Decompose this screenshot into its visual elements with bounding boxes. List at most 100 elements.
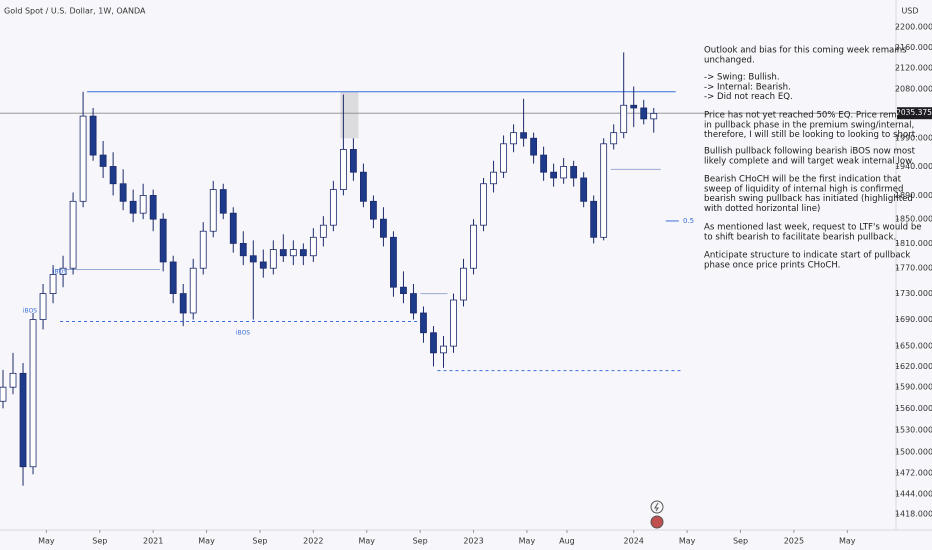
- x-tick-label: 2024: [624, 537, 644, 546]
- y-tick-label: 1418.000: [895, 510, 932, 519]
- x-tick-label: May: [839, 537, 856, 546]
- candle-body: [510, 132, 517, 145]
- candle-body: [39, 293, 47, 320]
- candle-body: [420, 312, 427, 334]
- note-line: As mentioned last week, request to LTF's…: [704, 223, 922, 233]
- candle: [410, 283, 417, 320]
- candle: [349, 138, 357, 181]
- candle-body: [119, 183, 127, 202]
- candle-body: [189, 267, 197, 314]
- note-line: likely complete and will target weak int…: [704, 156, 914, 166]
- note-line: Bearish CHoCH will be the first indicati…: [704, 175, 902, 185]
- candle: [560, 157, 568, 184]
- candle: [19, 363, 27, 486]
- x-tick-label: Sep: [413, 537, 428, 546]
- note-line: phase once price prints CHoCH.: [704, 260, 840, 270]
- candle-body: [159, 218, 167, 263]
- x-tick-label: 2021: [143, 537, 163, 546]
- candle-body: [329, 189, 337, 226]
- x-tick-label: 2023: [463, 537, 483, 546]
- x-tick-label: May: [198, 537, 215, 546]
- candle-body: [550, 171, 558, 179]
- chart-title: Gold Spot / U.S. Dollar, 1W, OANDA: [4, 7, 146, 16]
- candle-body: [640, 107, 648, 120]
- candle-body: [540, 154, 548, 173]
- candle-body: [249, 255, 257, 263]
- y-tick-label: 2120.000: [895, 64, 932, 73]
- candle: [159, 213, 167, 272]
- candle: [149, 189, 157, 232]
- y-tick-label: 1560.000: [895, 404, 932, 413]
- candle-body: [390, 236, 397, 288]
- note-line: bearish swing pullback has initiated (hi…: [704, 194, 913, 204]
- candle: [139, 183, 147, 220]
- candle: [650, 107, 658, 133]
- candle: [630, 86, 638, 128]
- candle: [370, 195, 377, 229]
- candle-body: [650, 113, 658, 120]
- candle-body: [59, 267, 67, 275]
- candle-body: [570, 166, 578, 179]
- candle-body: [199, 230, 207, 269]
- candle-body: [29, 319, 37, 468]
- candle: [580, 172, 588, 208]
- candle-body: [620, 104, 628, 134]
- y-tick-label: 1620.000: [895, 362, 932, 371]
- candle-body: [360, 171, 367, 202]
- candle-body: [129, 200, 137, 214]
- candle: [0, 369, 7, 409]
- candle: [49, 265, 57, 304]
- y-tick-label: 1650.000: [895, 342, 932, 351]
- y-tick-label: 1770.000: [895, 264, 932, 273]
- note-line: unchanged.: [704, 55, 755, 65]
- currency-label: USD: [901, 7, 918, 16]
- y-tick-label: 2160.000: [895, 43, 932, 52]
- candle: [299, 243, 307, 266]
- candle-body: [339, 149, 347, 190]
- candle-body: [530, 137, 537, 156]
- annotation: iBOS: [236, 330, 250, 337]
- candle: [189, 258, 197, 320]
- candle-body: [0, 386, 7, 402]
- annotation: iBOS: [53, 269, 67, 276]
- y-tick-label: 1590.000: [895, 383, 932, 392]
- candle: [119, 169, 127, 211]
- candle: [259, 249, 267, 278]
- candle: [219, 183, 227, 220]
- candle-body: [99, 154, 107, 167]
- fib-label: 0.5: [683, 217, 694, 225]
- note-line: to shift bearish to facilitate bearish p…: [704, 232, 896, 242]
- flag-icon: [650, 515, 664, 529]
- x-tick-label: 2025: [784, 537, 804, 546]
- candle-body: [69, 200, 77, 269]
- y-tick-label: 1730.000: [895, 289, 932, 298]
- candle-body: [9, 372, 17, 388]
- candle-body: [380, 218, 387, 238]
- candle-body: [309, 236, 317, 257]
- candle: [179, 283, 187, 327]
- y-tick-label: 1530.000: [895, 425, 932, 434]
- candle: [460, 258, 467, 307]
- candle: [480, 177, 487, 232]
- candle: [199, 222, 207, 275]
- candle-body: [289, 249, 297, 257]
- y-tick-label: 1690.000: [895, 315, 932, 324]
- note-line: Price has not yet reached 50% EQ. Price …: [704, 111, 915, 121]
- price-axis-panel: [896, 0, 932, 550]
- note-line: -> Did not reach EQ.: [704, 92, 793, 102]
- candle-body: [630, 104, 638, 109]
- candle-body: [139, 195, 147, 214]
- candle: [450, 293, 457, 353]
- candle-body: [480, 183, 487, 226]
- x-tick-label: Sep: [733, 537, 748, 546]
- candle: [470, 219, 477, 275]
- candle-body: [600, 143, 608, 238]
- note-line: Bullish pullback following bearish iBOS …: [704, 147, 916, 157]
- price-tag: [897, 107, 932, 120]
- candle-body: [490, 171, 497, 185]
- candle: [269, 240, 277, 275]
- candle-body: [349, 149, 357, 173]
- note-line: Outlook and bias for this coming week re…: [704, 46, 907, 56]
- candle-body: [580, 177, 588, 202]
- candle: [510, 124, 517, 153]
